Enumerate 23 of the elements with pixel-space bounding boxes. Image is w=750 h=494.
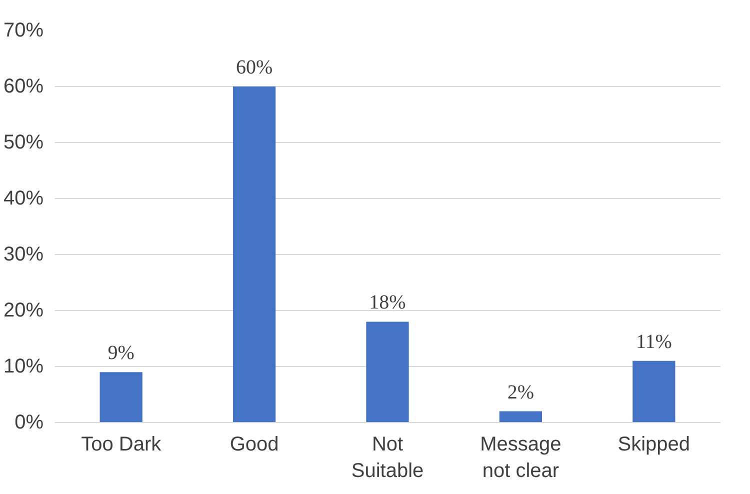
data-label: 11% [636,330,672,353]
bar [232,86,276,422]
x-tick-label: Skipped [618,434,690,456]
y-tick-label: 10% [3,356,44,378]
bar [499,411,542,422]
data-label: 2% [507,381,534,404]
y-tick-label: 20% [3,300,44,322]
y-tick-label: 0% [14,412,44,434]
x-tick-label: Good [230,434,279,456]
y-tick-label: 70% [3,20,44,42]
x-tick-label: Message not clear [480,434,562,482]
bar [632,360,676,422]
y-tick-label: 50% [3,132,44,154]
data-label: 60% [236,56,273,78]
y-tick-label: 40% [3,188,44,210]
data-label: 9% [108,342,134,364]
y-tick-label: 30% [3,244,44,266]
bar [100,372,142,422]
bar [366,322,409,422]
x-tick-label: Too Dark [81,434,162,456]
x-tick-label: Not Suitable [351,434,424,482]
data-label: 18% [369,292,406,314]
y-tick-label: 60% [3,76,44,98]
